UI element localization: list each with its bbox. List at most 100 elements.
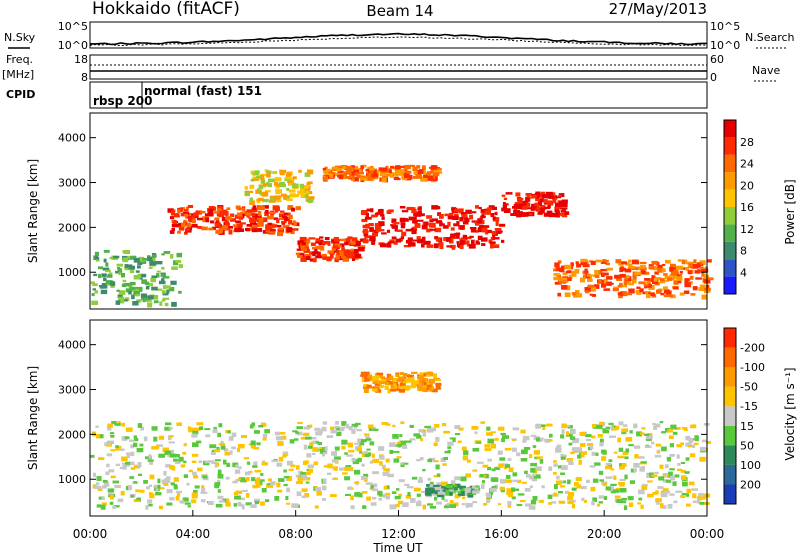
- echo-cell: [541, 194, 549, 199]
- echo-cell: [656, 289, 662, 294]
- echo-cell: [155, 492, 162, 496]
- echo-cell: [194, 427, 201, 431]
- echo-cell: [411, 208, 417, 214]
- echo-cell: [250, 504, 257, 508]
- echo-cell: [407, 380, 413, 383]
- echo-cell: [662, 488, 669, 492]
- echo-cell: [120, 490, 125, 496]
- echo-cell: [587, 278, 593, 282]
- echo-cell: [655, 490, 659, 495]
- echo-cell: [656, 449, 661, 453]
- echo-cell: [512, 488, 520, 491]
- echo-cell: [503, 197, 508, 200]
- echo-cell: [158, 280, 166, 285]
- echo-cell: [225, 502, 231, 507]
- echo-cell: [156, 445, 160, 449]
- echo-cell: [385, 458, 390, 463]
- echo-cell: [415, 213, 422, 217]
- echo-cell: [450, 227, 455, 231]
- echo-cell: [685, 435, 691, 441]
- echo-cell: [598, 470, 604, 475]
- echo-cell: [363, 177, 370, 181]
- echo-cell: [640, 466, 645, 470]
- echo-cell: [379, 229, 385, 232]
- echo-cell: [288, 468, 294, 471]
- echo-cell: [464, 488, 471, 493]
- echo-cell: [252, 205, 257, 210]
- echo-cell: [331, 246, 336, 251]
- echo-cell: [333, 477, 337, 480]
- echo-cell: [471, 426, 479, 430]
- echo-cell: [646, 294, 651, 299]
- echo-cell: [499, 457, 506, 461]
- echo-cell: [315, 431, 322, 436]
- echo-cell: [388, 381, 392, 385]
- y-tick-label: 4000: [58, 339, 86, 352]
- echo-cell: [317, 251, 321, 256]
- echo-cell: [549, 433, 553, 438]
- echo-cell: [530, 196, 535, 199]
- echo-cell: [156, 273, 160, 278]
- echo-cell: [484, 209, 491, 215]
- echo-cell: [186, 225, 193, 231]
- echo-cell: [372, 428, 379, 432]
- echo-cell: [170, 449, 175, 455]
- echo-cell: [529, 454, 533, 458]
- echo-cell: [691, 488, 699, 491]
- echo-cell: [484, 232, 489, 235]
- echo-cell: [565, 490, 569, 494]
- echo-cell: [355, 241, 361, 246]
- echo-cell: [489, 213, 494, 216]
- echo-cell: [359, 176, 364, 181]
- echo-cell: [560, 485, 566, 488]
- echo-cell: [378, 167, 383, 171]
- echo-cell: [117, 498, 124, 503]
- echo-cell: [677, 276, 683, 281]
- echo-cell: [400, 462, 405, 468]
- echo-cell: [555, 213, 561, 218]
- echo-cell: [682, 481, 688, 487]
- echo-cell: [471, 239, 475, 245]
- echo-cell: [647, 493, 654, 498]
- echo-cell: [494, 228, 502, 231]
- echo-cell: [560, 277, 568, 281]
- echo-cell: [663, 279, 670, 282]
- echo-cell: [459, 217, 464, 222]
- echo-cell: [655, 277, 662, 281]
- echo-cell: [440, 223, 445, 226]
- echo-cell: [381, 216, 385, 220]
- echo-cell: [163, 481, 169, 486]
- echo-cell: [539, 459, 544, 464]
- echo-cell: [266, 483, 273, 488]
- colorbar-segment: [724, 425, 736, 446]
- echo-cell: [103, 481, 110, 487]
- echo-cell: [460, 212, 466, 215]
- echo-cell: [131, 294, 135, 300]
- echo-cell: [285, 172, 292, 177]
- echo-cell: [389, 172, 397, 176]
- echo-cell: [526, 202, 531, 207]
- echo-cell: [299, 240, 304, 244]
- echo-cell: [218, 205, 223, 210]
- echo-cell: [256, 217, 264, 223]
- x-tick-label: 00:00: [690, 527, 725, 541]
- echo-cell: [334, 243, 340, 246]
- echo-cell: [322, 421, 328, 425]
- echo-cell: [306, 190, 310, 196]
- echo-cell: [294, 194, 300, 197]
- echo-cell: [238, 477, 246, 481]
- echo-cell: [515, 192, 521, 197]
- echo-cell: [202, 216, 209, 219]
- echo-cell: [381, 378, 387, 382]
- echo-cell: [351, 175, 355, 180]
- echo-cell: [139, 489, 145, 493]
- echo-cell: [122, 257, 129, 263]
- echo-cell: [98, 285, 103, 288]
- echo-cell: [214, 222, 220, 227]
- echo-cell: [669, 453, 675, 457]
- echo-cell: [264, 169, 269, 173]
- echo-cell: [162, 297, 170, 300]
- echo-cell: [546, 439, 553, 442]
- echo-cell: [652, 422, 656, 426]
- echo-cell: [672, 267, 676, 270]
